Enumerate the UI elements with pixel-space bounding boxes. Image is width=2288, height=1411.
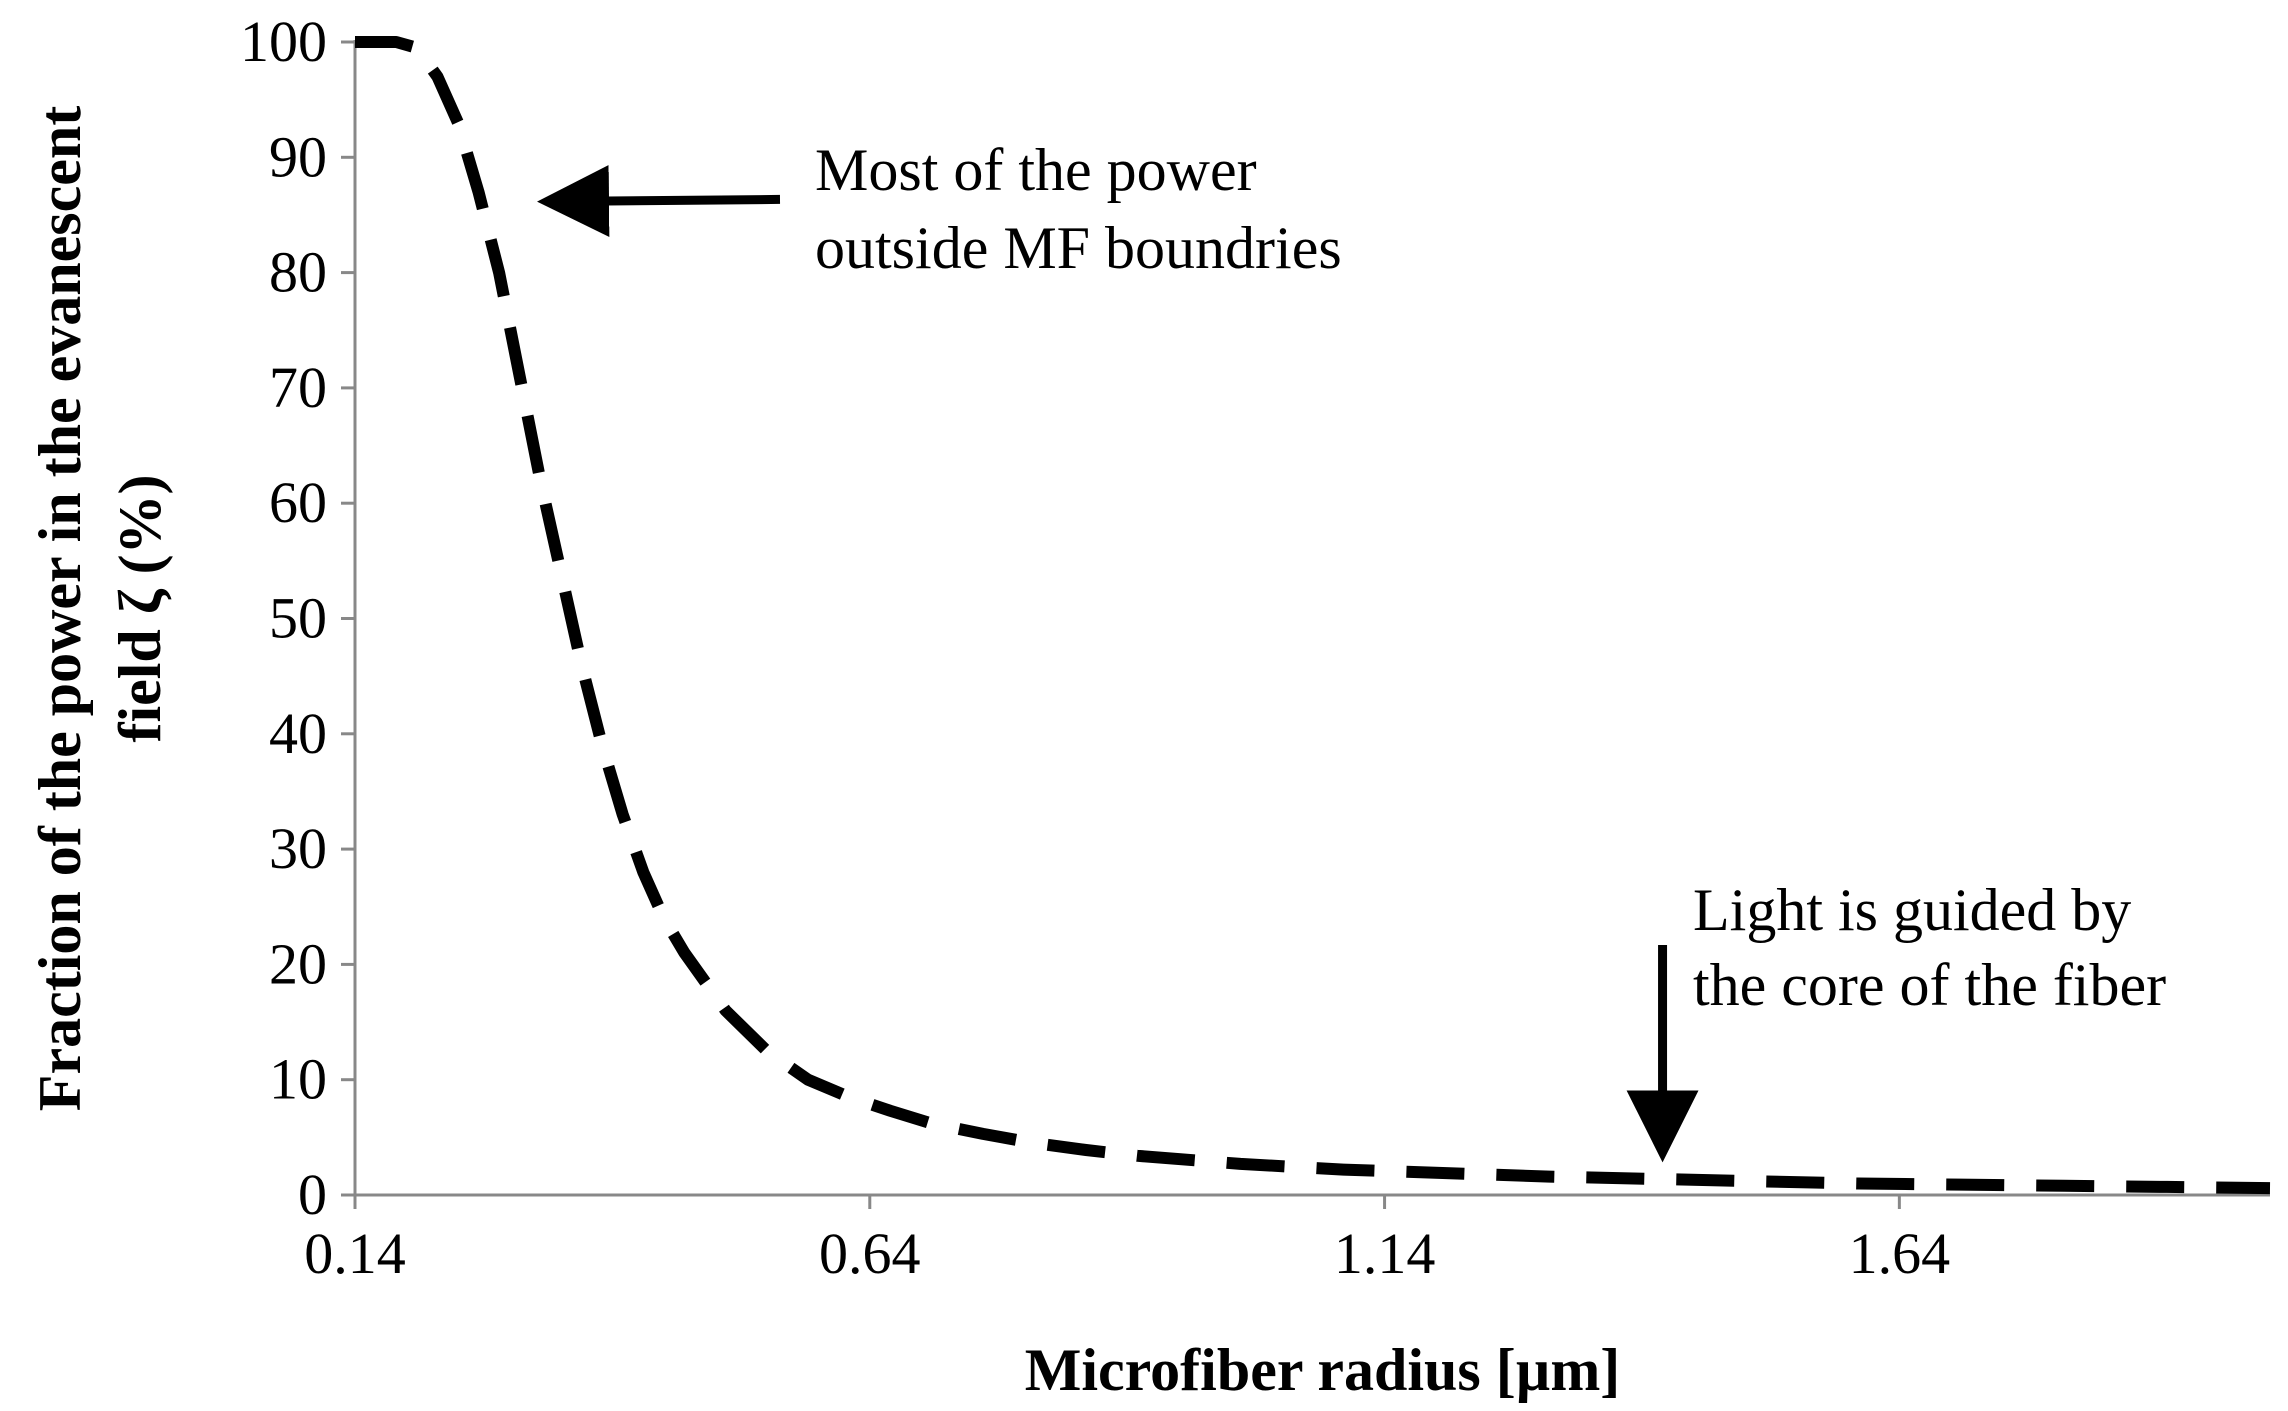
y-tick-label: 40 <box>269 701 327 766</box>
y-tick-label: 70 <box>269 355 327 420</box>
x-tick-label: 1.64 <box>1849 1221 1951 1286</box>
y-tick-label: 100 <box>240 9 327 74</box>
x-tick-label: 0.64 <box>819 1221 921 1286</box>
y-tick-label: 20 <box>269 931 327 996</box>
annotation-core-guided: Light is guided by the core of the fiber <box>1626 877 2166 1163</box>
x-tick-label: 0.14 <box>304 1221 406 1286</box>
y-tick-label: 30 <box>269 816 327 881</box>
y-tick-label: 80 <box>269 240 327 305</box>
y-axis-title: Fraction of the power in the evanescent … <box>27 106 173 1111</box>
x-tick-label: 1.14 <box>1334 1221 1436 1286</box>
y-tick-label: 60 <box>269 470 327 535</box>
y-axis-ticks: 0 10 20 30 40 50 60 70 80 90 100 <box>240 9 355 1227</box>
annotation-outside-power: Most of the power outside MF boundries <box>537 137 1342 281</box>
y-tick-label: 0 <box>298 1162 327 1227</box>
x-axis-title: Microfiber radius [µm] <box>1025 1337 1621 1403</box>
y-tick-label: 50 <box>269 586 327 651</box>
y-axis-title-line1: Fraction of the power in the evanescent <box>27 106 93 1111</box>
annotation-text-outside-power-line2: outside MF boundries <box>815 215 1342 281</box>
x-axis-ticks: 0.14 0.64 1.14 1.64 <box>304 1195 1950 1286</box>
y-tick-label: 90 <box>269 124 327 189</box>
y-axis-title-line2: field ζ (%) <box>107 474 173 742</box>
annotation-arrow-outside-power <box>537 165 781 238</box>
annotation-text-outside-power-line1: Most of the power <box>815 137 1257 203</box>
y-tick-label: 10 <box>269 1047 327 1112</box>
series-layer <box>355 36 2271 1195</box>
annotation-text-core-guided-line2: the core of the fiber <box>1693 952 2166 1018</box>
data-series-line <box>355 36 2271 1195</box>
annotation-text-core-guided-line1: Light is guided by <box>1693 877 2131 943</box>
